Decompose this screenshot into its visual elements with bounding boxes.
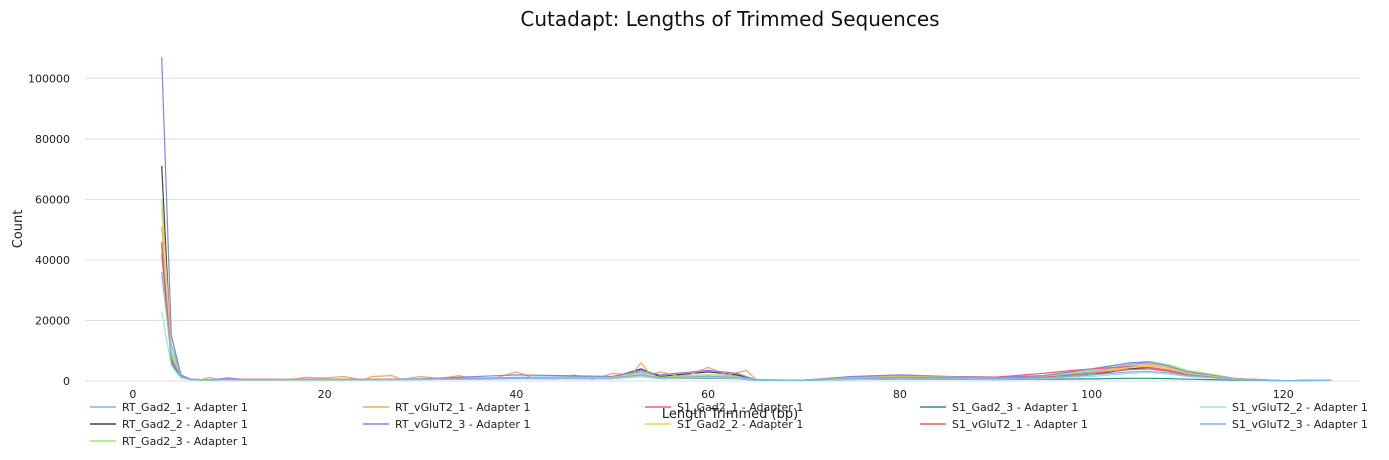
x-tick-label: 40: [509, 388, 523, 401]
series-line: [161, 57, 1332, 382]
legend-item[interactable]: RT_vGluT2_1 - Adapter 1: [363, 401, 530, 414]
legend-item[interactable]: S1_vGluT2_3 - Adapter 1: [1200, 418, 1368, 431]
plot-area: [161, 57, 1332, 382]
x-tick-label: 80: [893, 388, 907, 401]
series-line: [161, 244, 1332, 382]
legend-label: S1_Gad2_1 - Adapter 1: [677, 401, 803, 414]
x-tick-label: 100: [1081, 388, 1102, 401]
y-tick-label: 80000: [35, 133, 70, 146]
y-tick-label: 60000: [35, 193, 70, 206]
series-line: [161, 253, 1332, 382]
legend-label: S1_vGluT2_2 - Adapter 1: [1232, 401, 1368, 414]
legend-item[interactable]: S1_Gad2_1 - Adapter 1: [645, 401, 803, 414]
gridlines: [85, 77, 1360, 382]
y-tick-label: 40000: [35, 254, 70, 267]
series-line: [161, 271, 1332, 382]
y-axis-label: Count: [11, 210, 26, 249]
series-line: [161, 241, 1332, 382]
legend-label: RT_Gad2_1 - Adapter 1: [122, 401, 248, 414]
legend-item[interactable]: S1_Gad2_2 - Adapter 1: [645, 418, 803, 431]
series-line: [161, 199, 1332, 382]
series-line: [161, 226, 1332, 382]
legend-item[interactable]: RT_vGluT2_3 - Adapter 1: [363, 418, 530, 431]
x-tick-label: 60: [701, 388, 715, 401]
y-tick-label: 20000: [35, 314, 70, 327]
y-tick-label: 100000: [28, 72, 70, 85]
legend-label: S1_Gad2_3 - Adapter 1: [952, 401, 1078, 414]
legend-item[interactable]: RT_Gad2_3 - Adapter 1: [90, 435, 248, 448]
legend-label: RT_vGluT2_1 - Adapter 1: [395, 401, 530, 414]
legend-label: S1_Gad2_2 - Adapter 1: [677, 418, 803, 431]
y-tick-label: 0: [63, 375, 70, 388]
x-tick-label: 120: [1273, 388, 1294, 401]
legend: RT_Gad2_1 - Adapter 1 RT_Gad2_2 - Adapter…: [90, 401, 1368, 448]
legend-item[interactable]: S1_Gad2_3 - Adapter 1: [920, 401, 1078, 414]
x-tick-label: 0: [129, 388, 136, 401]
y-axis-ticks: 0 20000 40000 60000 80000 100000: [28, 72, 70, 388]
chart-title: Cutadapt: Lengths of Trimmed Sequences: [520, 7, 939, 31]
legend-label: RT_Gad2_3 - Adapter 1: [122, 435, 248, 448]
legend-item[interactable]: RT_Gad2_2 - Adapter 1: [90, 418, 248, 431]
legend-label: S1_vGluT2_3 - Adapter 1: [1232, 418, 1368, 431]
legend-label: S1_vGluT2_1 - Adapter 1: [952, 418, 1088, 431]
legend-label: RT_vGluT2_3 - Adapter 1: [395, 418, 530, 431]
legend-item[interactable]: S1_vGluT2_1 - Adapter 1: [920, 418, 1088, 431]
legend-label: RT_Gad2_2 - Adapter 1: [122, 418, 248, 431]
series-line: [161, 166, 1332, 382]
x-axis-label: Length Trimmed (bp): [662, 407, 798, 422]
x-axis-ticks: 0 20 40 60 80 100 120: [129, 388, 1293, 401]
legend-item[interactable]: RT_Gad2_1 - Adapter 1: [90, 401, 248, 414]
series-line: [161, 208, 1332, 382]
x-tick-label: 20: [318, 388, 332, 401]
legend-item[interactable]: S1_vGluT2_2 - Adapter 1: [1200, 401, 1368, 414]
